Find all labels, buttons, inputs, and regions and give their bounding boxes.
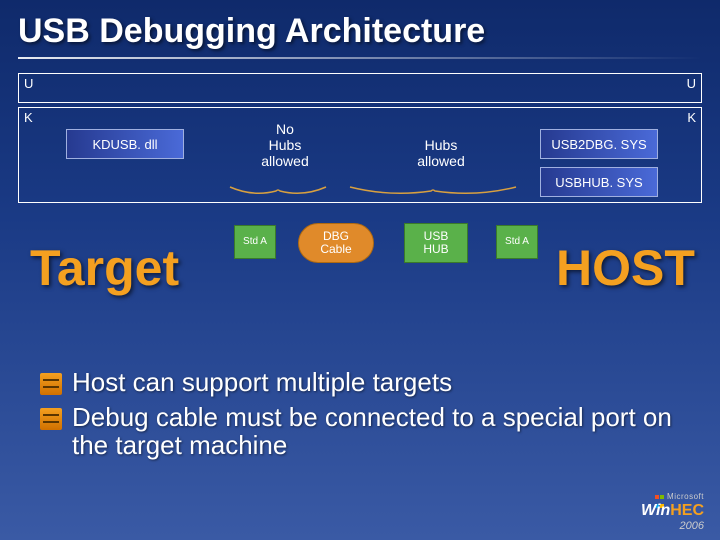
conn-dbg-cable: DBGCable	[298, 223, 374, 263]
conn-dbg-cable-text: DBGCable	[320, 230, 351, 255]
label-no-hubs-l2: Hubs	[269, 137, 302, 153]
title-underline	[18, 57, 702, 59]
label-no-hubs: No Hubs allowed	[250, 121, 320, 169]
region-k-left-label: K	[24, 110, 33, 125]
bullet-text: Host can support multiple targets	[72, 368, 452, 397]
label-hubs-l2: allowed	[417, 153, 464, 169]
conn-usb-hub-text: USBHUB	[423, 230, 448, 255]
footer-year: 2006	[641, 520, 704, 532]
conn-usb-hub: USBHUB	[404, 223, 468, 263]
region-u-right-label: U	[687, 76, 696, 91]
winhec-logo: WinHEC	[641, 502, 704, 520]
region-k-right-label: K	[687, 110, 696, 125]
driver-usb2dbg: USB2DBG. SYS	[540, 129, 658, 159]
region-u: U U	[18, 73, 702, 103]
bullet-list: Host can support multiple targets Debug …	[40, 368, 690, 466]
microsoft-flag-icon	[654, 492, 664, 502]
label-no-hubs-l1: No	[276, 121, 294, 137]
footer-logo: Microsoft WinHEC 2006	[641, 492, 704, 532]
microsoft-label: Microsoft	[641, 492, 704, 502]
winhec-win: Win	[641, 502, 670, 519]
conn-std-a-left: Std A	[234, 225, 276, 259]
slide-title: USB Debugging Architecture	[0, 0, 720, 55]
driver-kdusb: KDUSB. dll	[66, 129, 184, 159]
list-item: Host can support multiple targets	[40, 368, 690, 397]
list-item: Debug cable must be connected to a speci…	[40, 403, 690, 460]
label-no-hubs-l3: allowed	[261, 153, 308, 169]
bullet-icon	[40, 373, 62, 395]
winhec-hec: HEC	[670, 502, 704, 519]
label-hubs-l1: Hubs	[425, 137, 458, 153]
bullet-text: Debug cable must be connected to a speci…	[72, 403, 690, 460]
region-u-left-label: U	[24, 76, 33, 91]
big-label-target: Target	[30, 239, 179, 297]
label-hubs: Hubs allowed	[406, 137, 476, 169]
bullet-icon	[40, 408, 62, 430]
big-label-host: HOST	[556, 239, 695, 297]
diagram-area: U U K K KDUSB. dll USB2DBG. SYS USBHUB. …	[18, 73, 702, 353]
conn-std-a-right: Std A	[496, 225, 538, 259]
driver-usbhub: USBHUB. SYS	[540, 167, 658, 197]
